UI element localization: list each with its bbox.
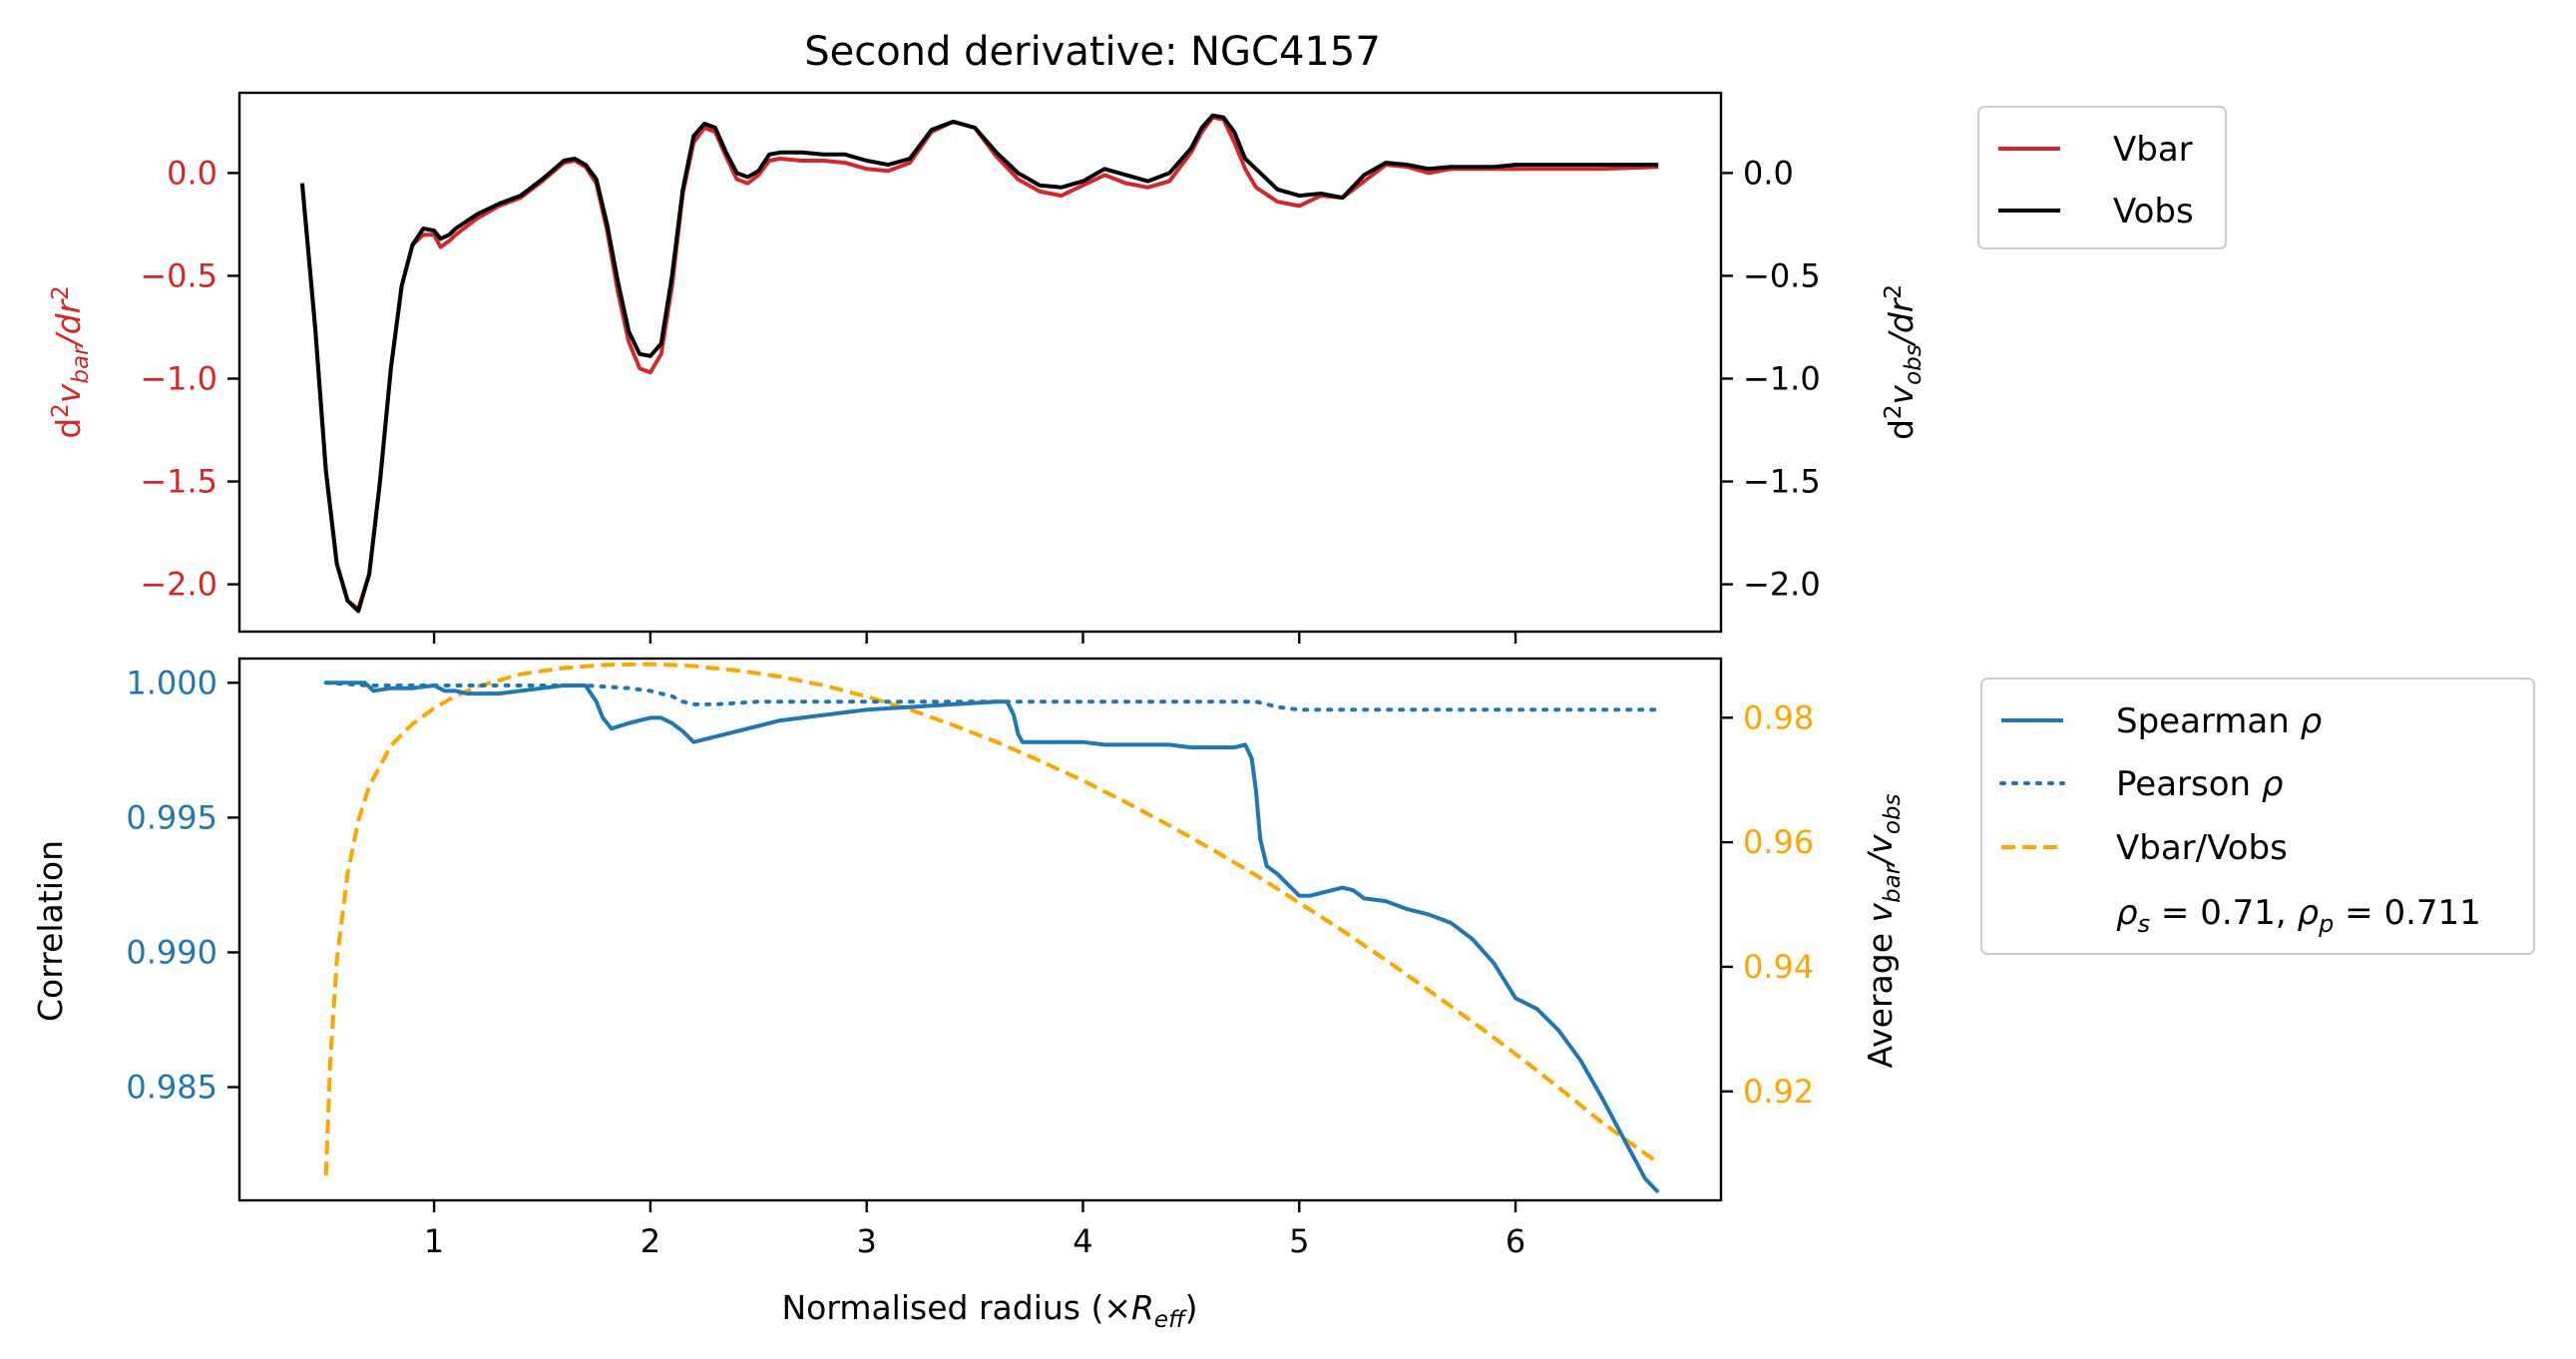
top-right-y-tick-label: 0.0 [1743, 154, 1794, 192]
bottom-right-yaxis: 0.98 0.96 0.94 0.92 [1721, 698, 1814, 1111]
bottom-legend: Spearman ρ Pearson ρ Vbar/Vobs ρs = 0.71… [1980, 678, 2535, 955]
legend-label-spearman: Spearman ρ [2116, 701, 2323, 741]
bottom-x-tick-label: 2 [641, 1222, 660, 1260]
top-legend: Vbar Vobs [1977, 106, 2227, 249]
bottom-right-y-tick-label: 0.96 [1743, 823, 1814, 861]
series-line-pearson [323, 680, 1661, 712]
bottom-left-y-tick-label: 0.990 [126, 933, 217, 971]
top-right-y-tick-label: −2.0 [1743, 566, 1821, 604]
series-line-vbar-vobs [323, 662, 1660, 1176]
top-right-yaxis: 0.0 −0.5 −1.0 −1.5 −2.0 [1721, 154, 1821, 604]
bottom-right-y-tick-label: 0.94 [1743, 948, 1814, 986]
top-right-y-tick-label: −1.5 [1743, 463, 1821, 501]
top-plot-area [299, 113, 1659, 614]
top-left-y-tick-label: −1.5 [140, 463, 217, 501]
legend-label-pearson: Pearson ρ [2116, 764, 2284, 804]
top-left-yaxis: 0.0 −0.5 −1.0 −1.5 −2.0 [140, 154, 239, 604]
bottom-x-tick-label: 6 [1505, 1222, 1525, 1260]
bottom-xaxis: 1 2 3 4 5 6 [424, 1200, 1525, 1260]
bottom-x-tick-label: 1 [424, 1222, 444, 1260]
series-line-vobs [299, 113, 1659, 614]
top-left-y-tick-label: −0.5 [140, 256, 217, 294]
top-axes-frame [237, 91, 1723, 634]
bottom-xlabel: Normalised radius (×Reff) [781, 1288, 1197, 1333]
bottom-plot-area [323, 662, 1661, 1194]
bottom-x-tick-label: 4 [1073, 1222, 1092, 1260]
bottom-left-y-tick-label: 1.000 [126, 664, 217, 701]
bottom-left-ylabel: Correlation [31, 840, 70, 1022]
legend-annotation: ρs = 0.71, ρp = 0.711 [2116, 893, 2481, 938]
bottom-axes-frame [237, 657, 1723, 1202]
bottom-left-y-tick-label: 0.995 [126, 798, 217, 836]
bottom-panel: 1.000 0.995 0.990 0.985 0.98 0.96 0.94 0.92 1 2… [31, 657, 1906, 1333]
top-left-y-tick-label: −2.0 [140, 566, 217, 604]
bottom-left-y-tick-label: 0.985 [126, 1069, 217, 1107]
top-panel: Second derivative: NGC4157 0.0 −0.5 −1.0 −1… [48, 29, 1927, 644]
top-legend-box [1977, 106, 2227, 249]
top-left-y-tick-label: 0.0 [167, 154, 217, 192]
bottom-right-y-tick-label: 0.98 [1743, 698, 1814, 736]
bottom-left-yaxis: 1.000 0.995 0.990 0.985 [126, 664, 239, 1107]
legend-label-ratio: Vbar/Vobs [2116, 828, 2288, 868]
bottom-x-tick-label: 5 [1289, 1222, 1309, 1260]
bottom-right-y-tick-label: 0.92 [1743, 1073, 1814, 1111]
legend-label-vbar: Vbar [2113, 130, 2193, 170]
bottom-legend-box [1980, 678, 2535, 955]
top-xaxis [432, 632, 1517, 644]
bottom-right-ylabel: Average vbar/vobs [1861, 793, 1906, 1068]
series-line-vbar [299, 115, 1659, 612]
top-right-y-tick-label: −0.5 [1743, 256, 1821, 294]
bottom-x-tick-label: 3 [857, 1222, 877, 1260]
series-line-spearman [325, 680, 1660, 1194]
legend-label-vobs: Vobs [2113, 192, 2194, 231]
chart-title: Second derivative: NGC4157 [804, 29, 1381, 75]
top-left-y-tick-label: −1.0 [140, 359, 217, 397]
top-right-y-tick-label: −1.0 [1743, 359, 1821, 397]
